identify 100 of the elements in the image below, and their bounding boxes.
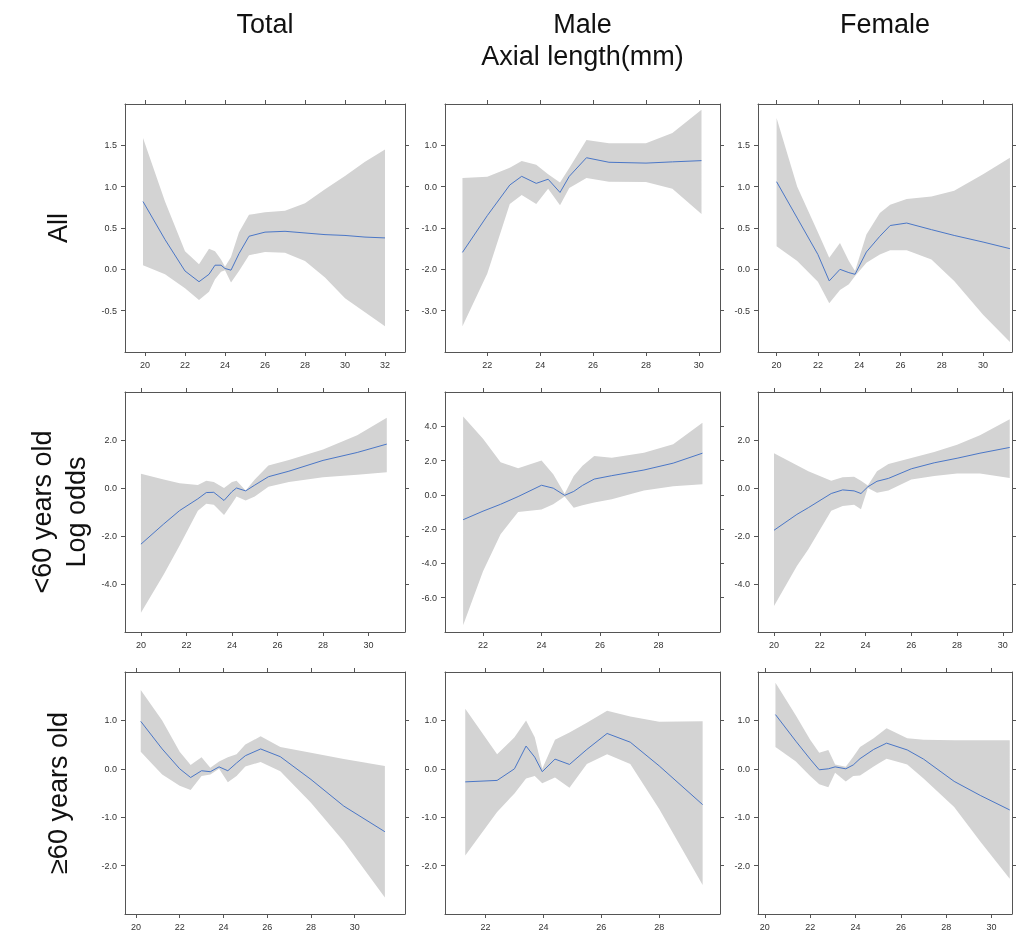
chart-title: Total [236,8,294,39]
y-tick-label: 2.0 [424,455,437,466]
x-tick-label: 30 [349,921,360,932]
y-tick-label: 1.5 [104,140,117,151]
x-tick-label: 20 [139,359,151,370]
line-series [773,446,1011,531]
line-series [140,443,388,545]
y-tick-label: 0.0 [737,763,750,774]
y-tick-label: 0.0 [424,763,437,774]
line-series [140,720,386,833]
y-tick-label: -1.0 [101,812,117,823]
x-tick-label: 20 [135,639,146,650]
x-tick-label: 30 [978,359,989,370]
y-tick-label: -2.0 [734,860,750,871]
x-tick-label: 24 [226,639,237,650]
y-tick-label: -2.0 [101,860,117,871]
x-tick-label: 28 [952,639,963,650]
y-tick-label: 1.0 [424,140,437,151]
x-tick-label: 24 [218,921,229,932]
y-tick-label: 1.0 [424,715,437,726]
x-tick-label: 24 [536,639,547,650]
y-tick-label: -4.0 [421,558,437,569]
y-tick-label: 0.0 [737,483,750,493]
x-tick-label: 20 [769,639,780,650]
x-tick-label: 30 [339,359,351,370]
x-tick-label: 24 [850,921,861,932]
y-tick-label: -1.0 [421,812,437,823]
x-tick-label: 24 [854,359,865,370]
y-tick-label: 4.0 [424,421,437,432]
y-tick-label: -2.0 [101,531,117,541]
y-tick-label: 0.5 [737,223,750,233]
x-tick-label: 22 [181,639,192,650]
x-tick-label: 32 [379,359,391,370]
x-tick-label: 22 [478,639,489,650]
x-tick-label: 22 [805,921,816,932]
line-series [776,181,1011,282]
y-tick-label: 0.0 [424,489,437,500]
x-tick-label: 22 [482,359,493,370]
y-axis-title: Log odds [61,456,91,568]
x-tick-label: 30 [363,639,374,650]
text: All [43,212,73,244]
x-tick-label: 24 [860,639,871,650]
text: ≥60 years old [43,712,73,874]
y-tick-label: -1.0 [421,223,437,233]
x-tick-label: 22 [480,921,491,932]
y-tick-label: 0.5 [104,223,117,233]
x-tick-label: 20 [771,359,782,370]
y-tick-label: -6.0 [421,592,437,603]
x-tick-label: 26 [596,921,607,932]
text: <60 years old [27,430,57,594]
y-tick-label: 2.0 [104,435,117,445]
x-tick-label: 22 [812,359,823,370]
x-tick-label: 26 [895,359,906,370]
y-tick-label: -4.0 [101,579,117,589]
line-series [462,452,703,521]
y-tick-label: -3.0 [421,305,437,316]
y-tick-label: 1.0 [104,181,117,192]
y-tick-label: -4.0 [734,579,750,589]
y-tick-label: -2.0 [421,524,437,535]
y-tick-label: -2.0 [734,531,750,541]
x-tick-label: 26 [588,359,599,370]
y-tick-label: -0.5 [734,305,750,316]
y-tick-label: 1.0 [737,181,750,192]
line-series [464,732,704,806]
x-tick-label: 26 [895,921,906,932]
x-tick-label: 28 [640,359,651,370]
x-tick-label: 24 [538,921,549,932]
x-axis-title: Axial length(mm) [481,40,684,71]
x-tick-label: 22 [814,639,825,650]
x-tick-label: 24 [535,359,546,370]
y-tick-label: -2.0 [421,264,437,275]
x-tick-label: 20 [130,921,141,932]
chart-title: Male [553,8,612,39]
y-tick-label: 0.0 [104,763,117,774]
y-tick-label: -0.5 [101,305,117,316]
chart-title: Female [839,8,931,39]
x-tick-label: 22 [174,921,185,932]
x-tick-label: 28 [653,639,664,650]
y-tick-label: 0.0 [104,483,117,493]
y-tick-label: 1.0 [737,715,750,726]
x-tick-label: 26 [272,639,283,650]
y-tick-label: 0.0 [424,181,437,192]
y-tick-label: 1.0 [104,715,117,726]
y-tick-label: -2.0 [421,860,437,871]
x-tick-label: 30 [997,639,1008,650]
x-tick-label: 28 [299,359,311,370]
y-tick-label: 2.0 [737,435,750,445]
x-tick-label: 28 [941,921,952,932]
x-tick-label: 28 [936,359,947,370]
x-tick-label: 26 [595,639,606,650]
x-tick-label: 28 [305,921,316,932]
x-tick-label: 28 [318,639,329,650]
x-tick-label: 30 [986,921,997,932]
x-tick-label: 20 [759,921,770,932]
y-tick-label: 0.0 [104,264,117,275]
x-tick-label: 24 [219,359,231,370]
x-tick-label: 26 [259,359,271,370]
x-tick-label: 22 [179,359,191,370]
y-tick-label: -1.0 [734,812,750,823]
x-tick-label: 26 [262,921,273,932]
